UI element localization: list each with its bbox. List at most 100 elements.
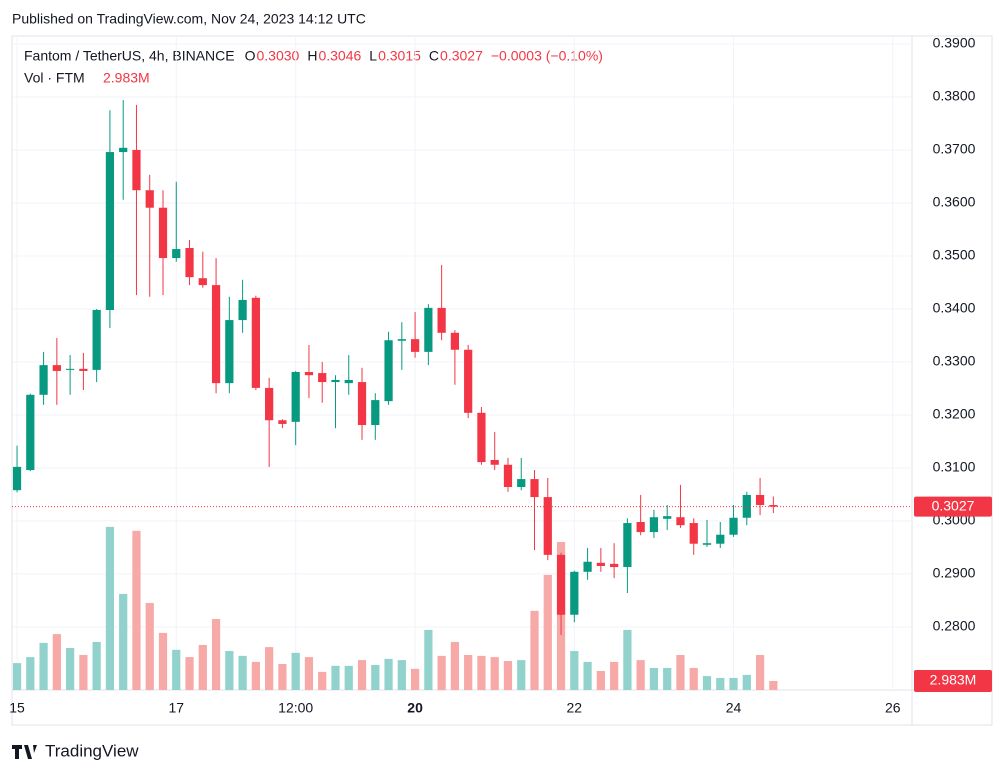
candle-body [291,372,300,422]
y-tick-label: 0.3600 [933,194,976,210]
volume-bar [238,655,247,690]
candle-body [397,339,406,341]
candle-body [556,554,566,615]
volume-bar [410,668,420,690]
y-tick-label: 0.3400 [933,300,976,316]
y-tick-label: 0.3900 [933,35,976,51]
legend-value: −0.0003 (−0.10%) [491,48,603,64]
volume-bar [610,661,619,690]
candle-body [596,562,605,566]
candle-body [26,394,35,471]
candle-body [424,307,433,352]
x-tick-label: 24 [726,700,742,716]
candle-body [172,249,181,259]
candle-body [132,149,141,191]
x-tick-label: 17 [168,700,184,716]
volume-bar [172,649,181,690]
candle-body [331,379,340,383]
volume-bar [663,667,672,690]
volume-bar [729,677,738,690]
volume-bar [397,660,406,690]
logo: TradingView [12,741,139,760]
published: Published on TradingView.com, Nov 24, 20… [12,11,366,27]
candle-body [251,297,260,388]
volume-bar [689,667,698,690]
volume-bar [39,642,48,690]
candle-body [702,543,712,545]
y-tick-label: 0.2800 [933,618,976,634]
candle-body [530,479,539,498]
candle-body [344,379,353,384]
volume-bar [265,647,274,690]
candle-body [610,563,619,568]
volume-bar [251,661,260,690]
candle-body [716,534,725,544]
volume-bar [304,657,314,690]
footer-logo-text: TradingView [45,741,139,760]
volume-bar [503,661,513,690]
candle-body [583,561,592,572]
y-tick-label: 0.3300 [933,353,976,369]
legend-label: H [307,48,317,64]
volume-bar [105,526,115,690]
candle-body [649,517,659,533]
legend-value: 0.3030 [257,48,300,64]
candle-body [623,523,632,568]
candle-body [79,368,88,371]
volume-bar [158,632,168,690]
legend: Fantom / TetherUS, 4h, BINANCE O 0.3030 H 0… [24,48,603,64]
candle-body [450,332,460,350]
legend-label: O [245,48,256,64]
volume-bar [225,651,234,690]
volume-bar [649,667,659,690]
volume-bar [450,641,460,690]
candle-body [729,517,738,535]
price-tag [914,496,992,517]
candle-body [145,190,154,208]
legend-label: C [429,48,439,64]
candle-body [265,387,274,421]
candle-body [198,278,207,286]
candle-body [517,479,526,488]
candle-body [105,152,115,311]
x-tick-label: 20 [407,700,423,716]
volume-bar [769,680,778,690]
volume-bar [530,610,539,690]
candle-body [410,339,420,352]
candle-body [211,285,221,384]
x-tick-label: 26 [885,700,901,716]
candle-body [636,521,645,533]
legend-value: 0.3046 [318,48,361,64]
volume-bar [79,654,88,690]
volume-bar [742,674,751,690]
candle-body [12,466,22,491]
x-tick-label: 22 [567,700,583,716]
candle-body [225,320,234,384]
candle-body [755,494,765,506]
legend-label: L [369,48,377,64]
volume-bar [490,657,499,690]
volume-bar [543,574,552,690]
volume-bar [424,629,433,690]
volume-bar [716,677,725,690]
volume-bar [318,671,327,690]
y-tick-label: 0.3500 [933,247,976,263]
volume-bar [357,660,367,690]
candle-body [238,299,247,321]
candle-body [689,523,698,544]
candle-body [119,147,128,153]
candle-body [92,310,101,370]
candle-body [769,505,778,507]
candle-body [66,368,75,370]
vol-value: 2.983M [103,70,150,86]
candle-body [185,247,194,278]
x-tick-label: 12:00 [278,700,313,716]
volume-bar [636,660,645,690]
y-tick-label: 0.3700 [933,141,976,157]
candle-body [158,207,168,259]
candle-body [742,494,751,518]
volume-bar [198,644,207,690]
volume-bar [517,660,526,690]
volume-bar [755,654,765,690]
candle-body [464,349,473,413]
